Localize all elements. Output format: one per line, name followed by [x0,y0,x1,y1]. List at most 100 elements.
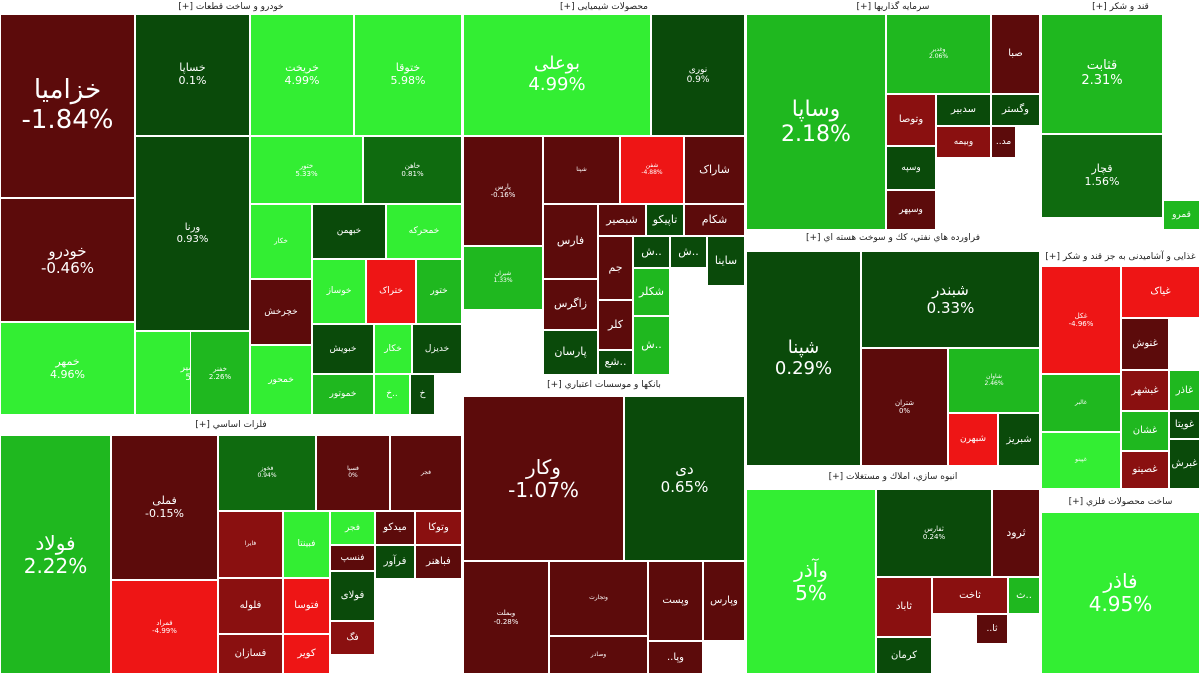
treemap-cell[interactable]: خ.. [374,374,410,415]
treemap-cell[interactable]: غبشهر [1121,370,1169,411]
treemap-cell[interactable]: بوعلی 4.99% [463,14,651,136]
treemap-cell[interactable]: فاذر 4.95% [1041,512,1200,674]
treemap-cell[interactable]: ختور [416,259,462,324]
treemap-cell[interactable]: خدیزل [412,324,462,374]
treemap-cell[interactable]: غپینو [1041,432,1121,489]
treemap-cell[interactable]: وگستر [991,94,1040,126]
treemap-cell[interactable]: پارسان [543,330,598,375]
treemap-cell[interactable]: کویر [283,634,330,674]
treemap-cell[interactable]: فتوسا [283,578,330,634]
treemap-cell[interactable]: شپنا [543,136,620,204]
sector-title[interactable]: سرمایه گذاریها [+] [746,0,1040,14]
treemap-cell[interactable]: فنسپ [330,545,375,571]
treemap-cell[interactable]: فجر [390,435,462,511]
treemap-cell[interactable]: وساپا 2.18% [746,14,886,230]
treemap-cell[interactable]: وآذر 5% [746,489,876,674]
treemap-cell[interactable]: فباهنر [415,545,462,579]
treemap-cell[interactable]: کلر [598,300,633,350]
treemap-cell[interactable]: وپارس [703,561,745,641]
treemap-cell[interactable]: فرآور [375,545,415,579]
treemap-cell[interactable]: فولای [330,571,375,621]
treemap-cell[interactable]: فسپا 0% [316,435,390,511]
treemap-cell[interactable]: فولاد 2.22% [0,435,111,674]
treemap-cell[interactable]: شبصیر [598,204,646,236]
treemap-cell[interactable]: خبهمن [312,204,386,259]
sector-title[interactable]: محصولات شیمیایی [+] [463,0,745,14]
treemap-cell[interactable]: ساینا [707,236,745,286]
treemap-cell[interactable]: وبملت -0.28% [463,561,549,674]
treemap-cell[interactable]: غیاک [1121,266,1200,318]
treemap-cell[interactable]: خودرو -0.46% [0,198,135,322]
treemap-cell[interactable]: ثاباد [876,577,932,637]
treemap-cell[interactable]: فخوز 0.94% [218,435,316,511]
treemap-cell[interactable]: خمحرکه [386,204,462,259]
treemap-cell[interactable]: خاهن 0.81% [363,136,462,204]
treemap-cell[interactable]: تاپیکو [646,204,684,236]
treemap-cell[interactable]: قچار 1.56% [1041,134,1163,218]
treemap-cell[interactable]: فبینتا [283,511,330,578]
treemap-cell[interactable]: ختراک [366,259,416,324]
treemap-cell[interactable]: ..ثا [976,614,1008,644]
sector-title[interactable]: خودرو و ساخت قطعات [+] [0,0,462,14]
treemap-cell[interactable]: خوساز [312,259,366,324]
treemap-cell[interactable]: غاذر [1169,370,1200,411]
treemap-cell[interactable]: وپست [648,561,703,641]
treemap-cell[interactable]: وبیمه [936,126,991,158]
treemap-cell[interactable]: ..وپا [648,641,703,674]
treemap-cell[interactable]: زاگرس [543,279,598,330]
sector-title[interactable]: ساخت محصولات فلزي [+] [1041,495,1200,509]
treemap-cell[interactable]: فملی -0.15% [111,435,218,580]
treemap-cell[interactable]: وسپه [886,146,936,190]
treemap-cell[interactable]: شاراک [684,136,745,204]
treemap-cell[interactable]: دی 0.65% [624,396,745,561]
treemap-cell[interactable]: شفن -4.88% [620,136,684,204]
treemap-cell[interactable]: صبا [991,14,1040,94]
treemap-cell[interactable]: جم [598,236,633,300]
treemap-cell[interactable]: ثاخت [932,577,1008,614]
treemap-cell[interactable]: غصینو [1121,451,1169,489]
treemap-cell[interactable]: وصادر [549,636,648,674]
treemap-cell[interactable]: وتوکا [415,511,462,545]
treemap-cell[interactable]: ..مد [991,126,1016,158]
treemap-cell[interactable]: کرمان [876,637,932,674]
treemap-cell[interactable]: غویتا [1169,411,1200,439]
treemap-cell[interactable]: شتران 0% [861,348,948,466]
treemap-cell[interactable]: سدبیر [936,94,991,126]
treemap-cell[interactable]: خریخت 4.99% [250,14,354,136]
treemap-cell[interactable]: فمراد -4.99% [111,580,218,674]
treemap-cell[interactable]: قثابت 2.31% [1041,14,1163,134]
treemap-cell[interactable]: میدکو [375,511,415,545]
treemap-cell[interactable]: غبرش [1169,439,1200,489]
sector-title[interactable]: انبوه سازي، املاك و مستغلات [+] [746,470,1040,484]
treemap-cell[interactable]: خ [410,374,435,415]
treemap-cell[interactable]: خزامیا -1.84% [0,14,135,198]
treemap-cell[interactable]: ختوقا 5.98% [354,14,462,136]
treemap-cell[interactable]: خفنر 2.26% [190,331,250,415]
treemap-cell[interactable]: شبهرن [948,413,998,466]
treemap-cell[interactable]: غکل -4.96% [1041,266,1121,374]
treemap-cell[interactable]: ختور 5.33% [250,136,363,204]
treemap-cell[interactable]: وسپهر [886,190,936,230]
treemap-cell[interactable]: ش.. [633,316,670,375]
treemap-cell[interactable]: شکام [684,204,745,236]
treemap-cell[interactable]: ش.. [633,236,670,268]
treemap-cell[interactable]: خکار [250,204,312,279]
treemap-cell[interactable]: فجر [330,511,375,545]
treemap-cell[interactable]: فگ [330,621,375,655]
sector-title[interactable]: بانكها و موسسات اعتباري [+] [463,378,745,392]
treemap-cell[interactable]: خبویش [312,324,374,374]
treemap-cell[interactable]: فایرا [218,511,283,578]
treemap-cell[interactable]: پارس -0.16% [463,136,543,246]
treemap-cell[interactable]: خموتور [312,374,374,415]
sector-title[interactable]: فراورده هاي نفتي، كك و سوخت هسته اي [+] [746,231,1040,245]
treemap-cell[interactable]: ثرود [992,489,1040,577]
sector-title[interactable]: قند و شکر [+] [1041,0,1200,14]
treemap-cell[interactable]: خساپا 0.1% [135,14,250,136]
treemap-cell[interactable]: شیران 1.33% [463,246,543,310]
treemap-cell[interactable]: شبریز [998,413,1040,466]
treemap-cell[interactable]: فلوله [218,578,283,634]
treemap-cell[interactable]: شبندر 0.33% [861,251,1040,348]
treemap-cell[interactable]: نوری 0.9% [651,14,745,136]
treemap-cell[interactable]: فسازان [218,634,283,674]
treemap-cell[interactable]: قمرو [1163,200,1200,230]
